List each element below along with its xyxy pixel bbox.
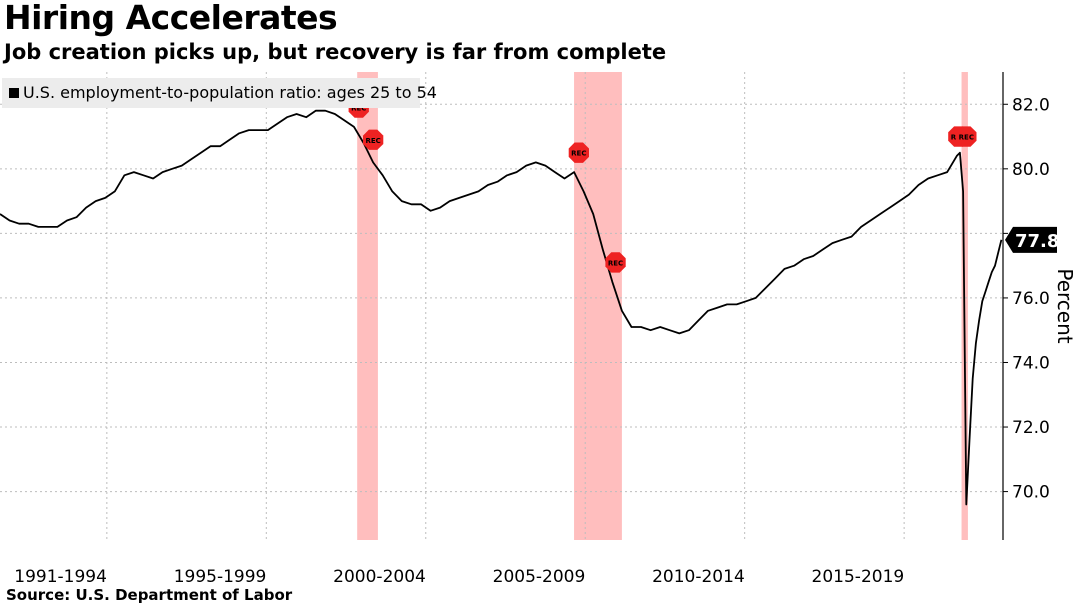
chart-title: Hiring Accelerates <box>4 0 338 37</box>
recession-marker-label-3: REC <box>608 259 623 267</box>
last-value-badge <box>1005 226 1057 253</box>
recession-marker-5 <box>956 126 977 147</box>
series-lines <box>0 109 1003 506</box>
x-tick-label-0: 1991-1994 <box>14 567 107 587</box>
last-value-label: 77.8 <box>1015 231 1059 252</box>
recession-bands <box>357 72 968 540</box>
x-tick-label-3: 2005-2009 <box>493 567 586 587</box>
legend: U.S. employment-to-population ratio: age… <box>2 78 437 108</box>
y-tick-label-0: 70.0 <box>1012 483 1050 503</box>
recession-marker-1 <box>363 129 384 150</box>
y-tick-label-6: 82.0 <box>1012 95 1050 115</box>
y-tick-label-3: 76.0 <box>1012 289 1050 309</box>
y-tick-label-5: 80.0 <box>1012 160 1050 180</box>
recession-marker-label-2: REC <box>571 150 586 158</box>
recession-marker-label-0: REC <box>351 105 366 113</box>
recession-band-0 <box>357 72 378 540</box>
recession-markers: RECRECRECRECRECREC <box>348 97 977 273</box>
x-tick-label-2: 2000-2004 <box>333 567 426 587</box>
source-note: Source: U.S. Department of Labor <box>6 586 293 604</box>
recession-band-1 <box>574 72 622 540</box>
gridlines <box>0 72 1003 540</box>
legend-swatch <box>9 88 19 98</box>
last-value-tag: 77.8 <box>1005 226 1059 253</box>
legend-label: U.S. employment-to-population ratio: age… <box>23 83 437 102</box>
x-tick-label-5: 2015-2019 <box>812 567 905 587</box>
recession-marker-label-5: REC <box>959 134 974 142</box>
x-tick-labels: 1991-1994 1995-1999 2000-2004 2005-2009 2010… <box>14 567 904 587</box>
recession-marker-2 <box>568 142 589 163</box>
y-axis-label: Percent <box>1053 268 1077 343</box>
x-tick-label-1: 1995-1999 <box>174 567 267 587</box>
recession-marker-3 <box>605 252 626 273</box>
y-tick-label-2: 74.0 <box>1012 353 1050 373</box>
legend-background <box>2 78 420 108</box>
x-tick-label-4: 2010-2014 <box>652 567 745 587</box>
chart-subtitle: Job creation picks up, but recovery is f… <box>4 40 667 64</box>
y-tick-label-1: 72.0 <box>1012 418 1050 438</box>
y-tick-labels: 70.072.074.076.078.080.082.0 <box>1003 95 1050 503</box>
series-line-0 <box>0 109 1003 506</box>
recession-marker-label-1: REC <box>365 137 380 145</box>
